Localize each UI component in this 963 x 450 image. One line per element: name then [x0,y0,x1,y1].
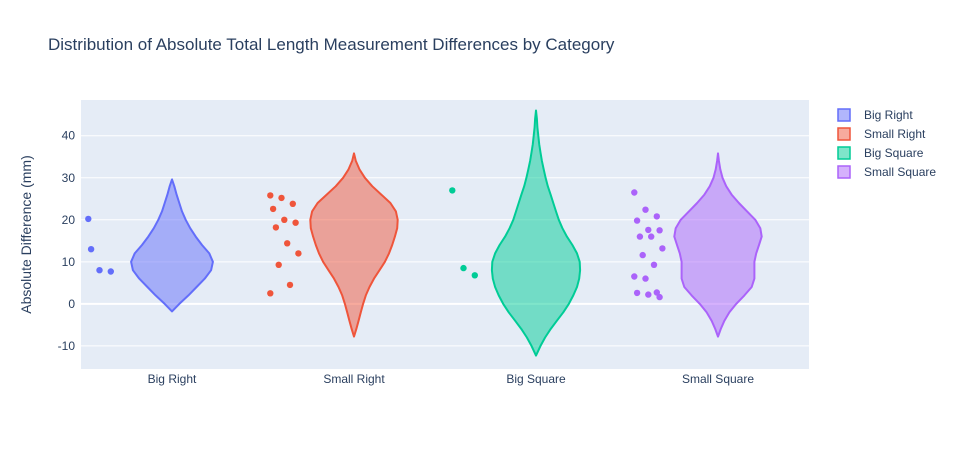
y-axis-ticks: -10 0 10 20 30 40 [58,129,76,353]
y-tick-label: -10 [58,339,76,353]
data-point[interactable] [292,219,299,226]
data-point[interactable] [286,281,294,289]
data-point[interactable] [267,290,274,297]
data-point[interactable] [645,291,652,298]
x-tick-label: Big Square [506,372,566,386]
legend-label[interactable]: Small Square [864,165,936,179]
data-point[interactable] [85,215,92,223]
y-tick-label: 0 [68,297,75,311]
legend-label[interactable]: Small Right [864,127,926,141]
data-point[interactable] [471,272,478,279]
data-point[interactable] [284,240,291,247]
data-point[interactable] [87,246,95,253]
legend-swatch[interactable] [837,108,851,122]
legend-swatch[interactable] [837,127,851,141]
data-point[interactable] [295,250,302,257]
y-tick-label: 10 [62,255,76,269]
legend-swatch[interactable] [837,146,851,160]
violins [85,109,763,357]
data-point[interactable] [659,245,666,252]
data-point[interactable] [275,261,282,268]
data-point[interactable] [648,233,655,240]
data-point[interactable] [278,194,285,202]
y-tick-label: 20 [62,213,76,227]
data-point[interactable] [281,216,288,223]
data-point[interactable] [633,217,641,224]
data-point[interactable] [631,273,638,280]
legend-label[interactable]: Big Right [864,108,913,122]
data-point[interactable] [642,206,649,213]
data-point[interactable] [96,267,103,274]
chart-title: Distribution of Absolute Total Length Me… [48,35,615,54]
x-tick-label: Small Right [323,372,385,386]
y-tick-label: 30 [62,171,76,185]
data-point[interactable] [656,227,663,234]
legend-label[interactable]: Big Square [864,146,924,160]
x-axis-ticks: Big Right Small Right Big Square Small Squa… [148,372,755,386]
data-point[interactable] [449,187,456,194]
violin-small-square[interactable] [673,152,763,338]
data-point[interactable] [650,261,658,268]
violin-big-right[interactable] [130,178,214,313]
data-point[interactable] [636,233,644,240]
data-point[interactable] [460,264,467,272]
legend-swatch[interactable] [837,165,851,179]
y-axis-label: Absolute Difference (mm) [18,155,34,313]
legend: Big Right Small Right Big Square Small Squa… [837,108,936,179]
data-point[interactable] [653,213,660,220]
data-point[interactable] [631,189,638,196]
data-point[interactable] [645,226,652,234]
data-point[interactable] [653,289,660,296]
data-point[interactable] [633,289,641,297]
data-point[interactable] [656,293,663,301]
y-tick-label: 40 [62,129,76,143]
data-point[interactable] [272,224,280,231]
violin-big-square[interactable] [490,109,582,357]
data-point[interactable] [642,275,649,282]
x-tick-label: Small Square [682,372,754,386]
data-point[interactable] [639,251,646,259]
data-point[interactable] [289,200,296,207]
violin-small-right[interactable] [309,152,399,338]
x-tick-label: Big Right [148,372,197,386]
data-point[interactable] [107,268,115,275]
data-point[interactable] [269,205,277,213]
data-point[interactable] [267,192,274,199]
